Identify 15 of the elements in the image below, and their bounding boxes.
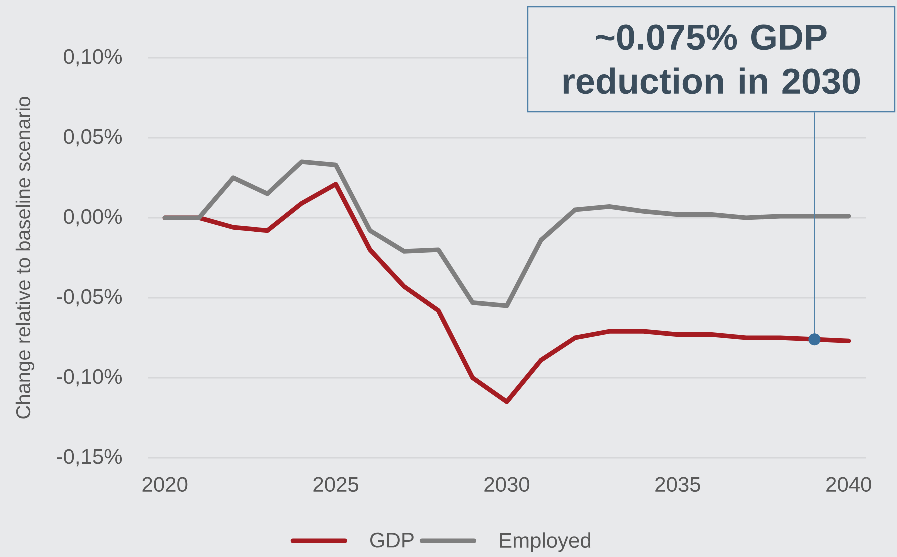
y-tick-label: -0,05% [57, 289, 122, 307]
legend-label: GDP [370, 532, 414, 548]
y-tick-label: 0,00% [64, 209, 122, 227]
legend-label: Employed [500, 532, 591, 552]
y-tick-label: -0,10% [57, 369, 122, 387]
x-tick-label: 2035 [656, 477, 700, 492]
x-tick-label: 2025 [314, 477, 359, 492]
y-axis-title: Change relative to baseline scenario [16, 97, 35, 419]
x-tick-label: 2040 [826, 477, 872, 492]
annotation: ~0.075% GDP reduction in 2030 [564, 24, 860, 94]
y-tick-label: 0,10% [64, 49, 122, 67]
x-tick-label: 2020 [142, 477, 188, 492]
y-tick-label: -0,15% [57, 449, 122, 467]
x-tick-label: 2030 [484, 477, 530, 492]
y-tick-label: 0,05% [64, 129, 122, 147]
